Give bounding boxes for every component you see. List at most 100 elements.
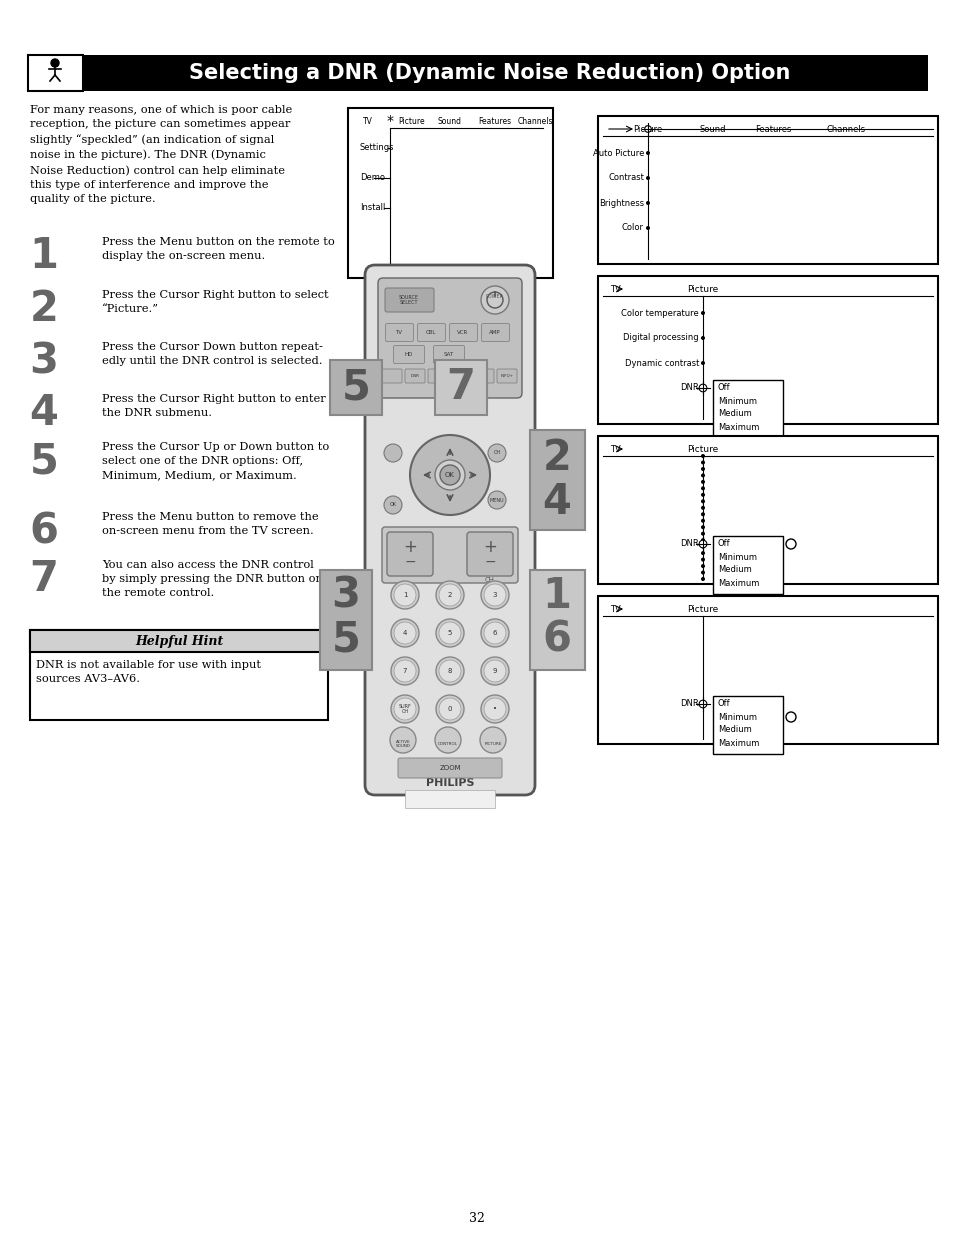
Text: 5: 5	[341, 366, 370, 408]
Text: 5: 5	[332, 619, 360, 661]
Text: Minimum: Minimum	[718, 396, 757, 405]
Text: POWER: POWER	[485, 294, 503, 300]
Text: INFO+: INFO+	[500, 374, 513, 378]
Text: *: *	[386, 114, 393, 128]
Text: 5: 5	[30, 440, 58, 482]
Text: CBL: CBL	[425, 330, 436, 335]
Bar	[598, 436, 937, 584]
Text: Maximum: Maximum	[718, 422, 759, 431]
Circle shape	[700, 538, 704, 542]
Circle shape	[483, 659, 505, 682]
Circle shape	[439, 466, 459, 485]
Bar	[435, 359, 486, 415]
FancyBboxPatch shape	[497, 369, 517, 383]
Text: DNR is not available for use with input
sources AV3–AV6.: DNR is not available for use with input …	[36, 659, 261, 684]
FancyBboxPatch shape	[393, 346, 424, 363]
Text: 6: 6	[30, 510, 58, 552]
Circle shape	[384, 445, 401, 462]
Text: 4: 4	[402, 630, 407, 636]
Text: Color temperature: Color temperature	[620, 309, 699, 317]
Text: Press the Menu button to remove the
on-screen menu from the TV screen.: Press the Menu button to remove the on-s…	[102, 513, 318, 536]
Bar	[530, 430, 584, 530]
Text: 5: 5	[447, 630, 452, 636]
FancyBboxPatch shape	[451, 369, 471, 383]
Text: OK: OK	[389, 503, 396, 508]
FancyBboxPatch shape	[365, 266, 535, 795]
Text: TV: TV	[363, 116, 373, 126]
Circle shape	[700, 525, 704, 530]
Circle shape	[700, 473, 704, 478]
Bar	[405, 790, 495, 808]
FancyBboxPatch shape	[417, 324, 445, 342]
Circle shape	[700, 454, 704, 458]
Text: You can also access the DNR control
by simply pressing the DNR button on
the rem: You can also access the DNR control by s…	[102, 559, 322, 598]
Text: 7: 7	[446, 366, 475, 408]
Circle shape	[700, 519, 704, 522]
Circle shape	[438, 659, 460, 682]
Text: Press the Cursor Down button repeat-
edly until the DNR control is selected.: Press the Cursor Down button repeat- edl…	[102, 342, 322, 366]
Bar	[330, 359, 381, 415]
Text: 8: 8	[447, 668, 452, 674]
Text: 1: 1	[30, 235, 58, 277]
Bar	[348, 107, 553, 278]
Text: Off: Off	[718, 540, 730, 548]
Text: Selecting a DNR (Dynamic Noise Reduction) Option: Selecting a DNR (Dynamic Noise Reduction…	[189, 63, 790, 83]
Text: SOURCE
SELECT: SOURCE SELECT	[398, 295, 418, 305]
Text: 2: 2	[30, 288, 58, 330]
Text: Sound: Sound	[437, 116, 461, 126]
Text: Minimum: Minimum	[718, 552, 757, 562]
FancyBboxPatch shape	[433, 346, 464, 363]
Circle shape	[699, 384, 706, 391]
Text: TV: TV	[609, 284, 620, 294]
Text: 9: 9	[493, 668, 497, 674]
Text: 2: 2	[447, 592, 452, 598]
Circle shape	[480, 619, 509, 647]
Text: TV: TV	[609, 604, 620, 614]
FancyBboxPatch shape	[449, 324, 477, 342]
Text: 7: 7	[402, 668, 407, 674]
Circle shape	[391, 657, 418, 685]
Text: •: •	[493, 706, 497, 713]
Text: −: −	[484, 555, 496, 569]
Text: 3: 3	[30, 340, 58, 382]
FancyBboxPatch shape	[405, 369, 424, 383]
Circle shape	[394, 698, 416, 720]
Circle shape	[436, 619, 463, 647]
Text: DNR: DNR	[679, 384, 699, 393]
Circle shape	[390, 727, 416, 753]
Text: 1: 1	[542, 576, 571, 618]
Circle shape	[700, 532, 704, 536]
Text: CH: CH	[484, 577, 495, 583]
Text: Minimum: Minimum	[718, 713, 757, 721]
Circle shape	[700, 506, 704, 510]
Text: Contrast: Contrast	[607, 173, 643, 183]
Text: PHILIPS: PHILIPS	[425, 778, 474, 788]
Circle shape	[483, 698, 505, 720]
Circle shape	[645, 226, 649, 230]
Circle shape	[483, 622, 505, 643]
Text: Features: Features	[477, 116, 511, 126]
Bar	[530, 571, 584, 671]
Text: VCR: VCR	[456, 330, 468, 335]
FancyBboxPatch shape	[385, 324, 413, 342]
Circle shape	[645, 177, 649, 180]
Polygon shape	[388, 278, 513, 358]
Text: 4: 4	[542, 480, 571, 522]
Text: Off: Off	[718, 384, 730, 393]
Circle shape	[479, 727, 505, 753]
Circle shape	[700, 336, 704, 340]
Circle shape	[699, 700, 706, 708]
Circle shape	[785, 538, 795, 550]
Circle shape	[480, 580, 509, 609]
Text: ACTIVE
SOUND: ACTIVE SOUND	[395, 740, 410, 748]
Text: Settings: Settings	[359, 143, 395, 152]
Text: 2: 2	[542, 437, 571, 479]
Circle shape	[700, 480, 704, 484]
Circle shape	[700, 461, 704, 464]
Circle shape	[488, 445, 505, 462]
Text: EXIT: EXIT	[479, 374, 488, 378]
Bar	[712, 380, 782, 438]
Circle shape	[700, 513, 704, 516]
Text: SAT: SAT	[443, 352, 454, 357]
Text: Install: Install	[359, 204, 385, 212]
